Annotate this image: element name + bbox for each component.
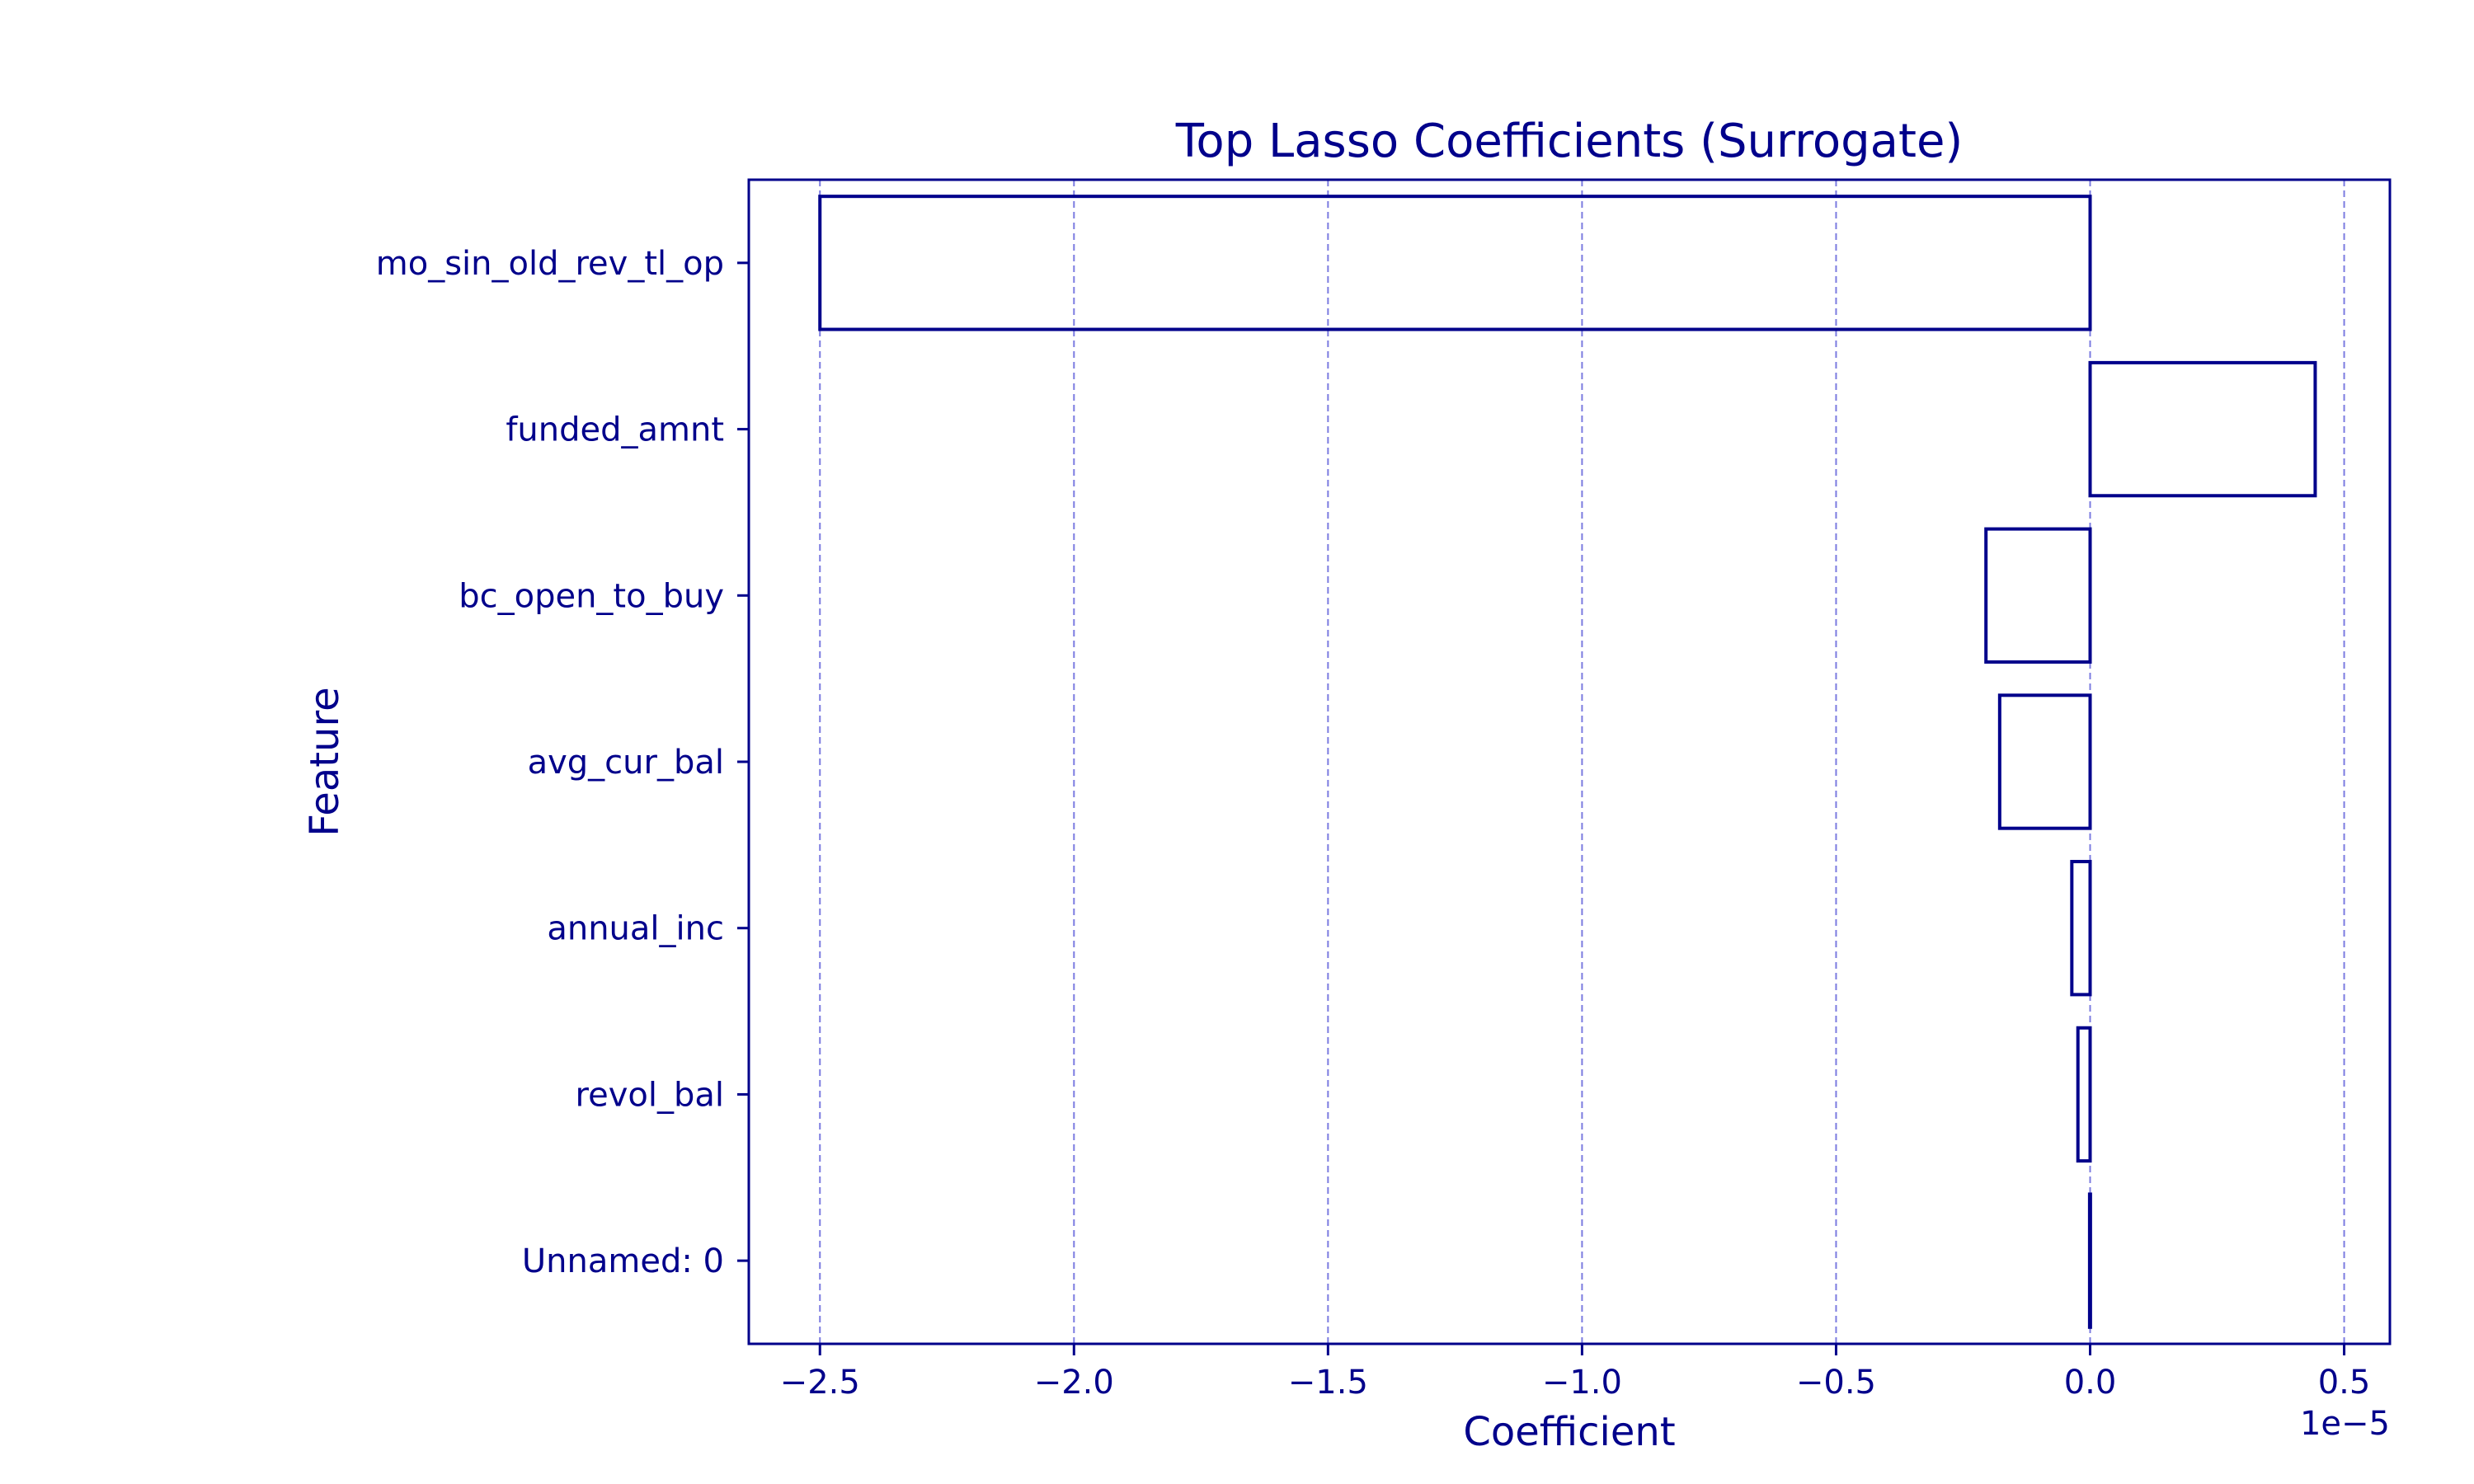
y-tick-label: mo_sin_old_rev_tl_op: [376, 245, 724, 283]
bar: [818, 195, 2092, 331]
bar: [1997, 693, 2092, 830]
x-tick-label: −1.5: [1288, 1364, 1368, 1402]
grid-lines: [819, 180, 2345, 1344]
y-tick-label: funded_amnt: [506, 411, 724, 449]
x-tick-label: 0.0: [2064, 1364, 2117, 1402]
chart-title: Top Lasso Coefficients (Surrogate): [1175, 115, 1964, 168]
y-axis-label: Feature: [302, 687, 348, 836]
plot-frame: [747, 178, 2392, 1345]
bar: [1984, 527, 2092, 664]
y-tick-label: annual_inc: [547, 910, 724, 948]
x-tick-label: −0.5: [1796, 1364, 1876, 1402]
x-tick-label: −2.5: [780, 1364, 860, 1402]
bar: [2070, 860, 2092, 997]
bar: [2087, 1192, 2092, 1329]
x-axis-ticks: −2.5 −2.0 −1.5 −1.0 −0.5 0.0 0.5: [780, 1344, 2371, 1402]
x-tick-label: −1.0: [1542, 1364, 1622, 1402]
y-tick-label: Unnamed: 0: [522, 1242, 724, 1280]
x-tick-label: 0.5: [2318, 1364, 2371, 1402]
y-tick-label: revol_bal: [576, 1076, 724, 1114]
bar: [2088, 360, 2317, 498]
y-tick-label: bc_open_to_buy: [459, 577, 724, 615]
y-axis-ticks: mo_sin_old_rev_tl_op funded_amnt bc_open_t…: [376, 245, 749, 1280]
bar: [2076, 1026, 2092, 1163]
y-tick-label: avg_cur_bal: [528, 744, 724, 782]
bars: [818, 195, 2317, 1329]
x-axis-scale-label: 1e−5: [2300, 1405, 2390, 1443]
x-axis-label: Coefficient: [1463, 1409, 1675, 1455]
x-tick-label: −2.0: [1034, 1364, 1114, 1402]
